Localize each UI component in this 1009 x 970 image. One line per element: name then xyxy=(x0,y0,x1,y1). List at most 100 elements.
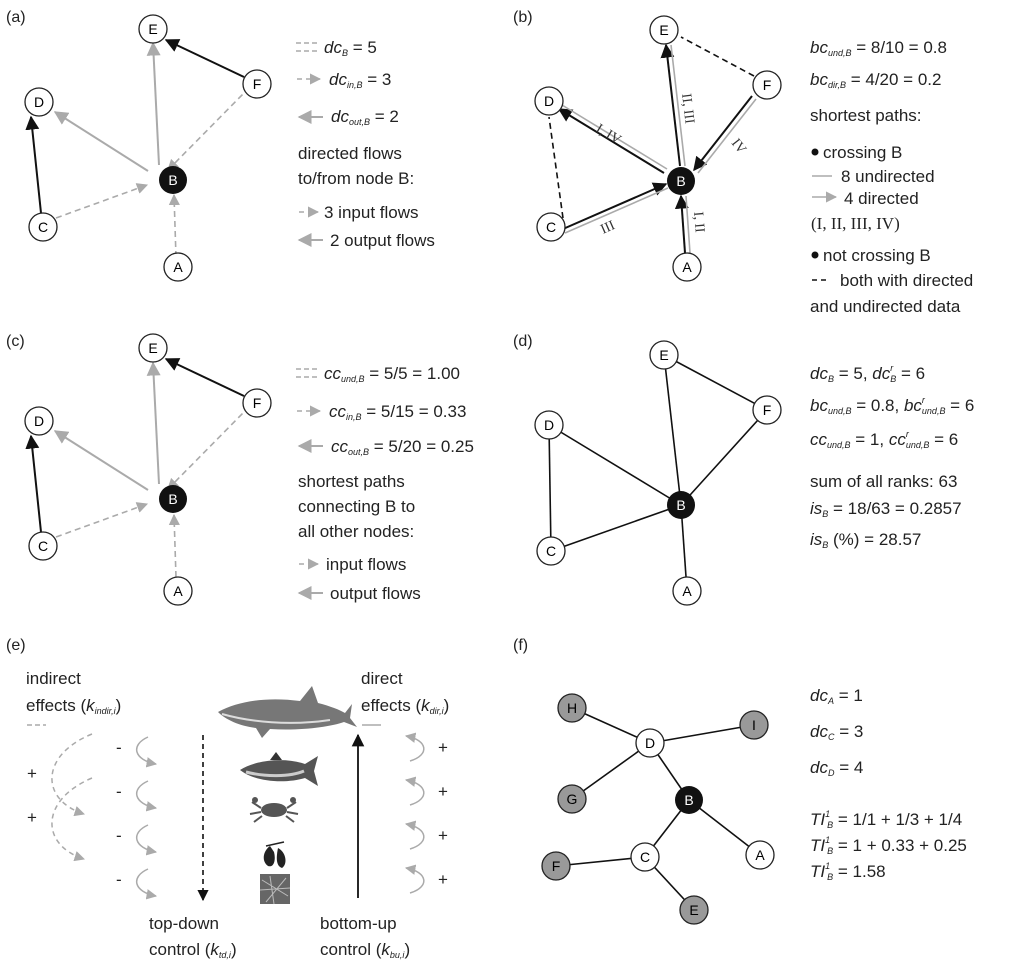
topdown-arrow-3 xyxy=(136,824,158,856)
bullet-crossing xyxy=(811,148,819,156)
bc-und-metric: bcund,B = 8/10 = 0.8 xyxy=(810,38,947,58)
panel-a-caption-1: directed flows xyxy=(298,144,402,163)
node-C: C xyxy=(28,531,58,561)
is-value: isB = 18/63 = 0.2857 xyxy=(810,499,962,519)
node-C: C xyxy=(630,842,660,872)
directed-label: 4 directed xyxy=(844,189,919,208)
svg-text:A: A xyxy=(173,583,183,599)
topdown-label-2: control (ktd,i) xyxy=(149,940,237,960)
svg-text:A: A xyxy=(682,583,692,599)
indirect-effects-label-2: effects (kindir,i) xyxy=(26,696,121,716)
svg-text:E: E xyxy=(148,21,157,37)
svg-text:C: C xyxy=(640,849,650,865)
edge-label-BE: II, III xyxy=(678,93,697,125)
topdown-label-1: top-down xyxy=(149,914,219,933)
edge-A-B xyxy=(168,513,180,578)
direct-effects-label-2: effects (kdir,i) xyxy=(361,696,449,716)
input-flows-label: 3 input flows xyxy=(324,203,419,222)
edge-B-E xyxy=(146,361,161,485)
edge-A-B xyxy=(168,193,180,258)
node-C: C xyxy=(28,212,58,242)
svg-text:A: A xyxy=(173,259,183,275)
svg-text:B: B xyxy=(168,491,177,507)
panel-label-f: (f) xyxy=(513,637,528,654)
node-B: B xyxy=(667,491,695,519)
svg-text:C: C xyxy=(546,543,556,559)
svg-text:F: F xyxy=(763,77,772,93)
bottomup-arrow-1 xyxy=(404,732,425,762)
input-flows-label: input flows xyxy=(326,555,406,574)
bottomup-plus-3: + xyxy=(438,826,448,845)
node-D: D xyxy=(635,728,665,758)
both-label-2: and undirected data xyxy=(810,297,961,316)
bottomup-arrow-4 xyxy=(404,864,425,894)
edge-C-B xyxy=(55,183,149,219)
edge-label-AB: I, II xyxy=(690,211,707,234)
node-F: F xyxy=(242,69,272,99)
edge-B-D-directed xyxy=(557,108,665,174)
edge-C-D-dashed xyxy=(548,116,564,219)
node-E: E xyxy=(649,340,679,370)
crossing-b-label: crossing B xyxy=(823,143,902,162)
node-I: I xyxy=(739,710,769,740)
svg-text:B: B xyxy=(168,172,177,188)
panel-d-graph: E D F B C A xyxy=(534,340,782,606)
phytoplankton-icon xyxy=(259,874,291,905)
dc-b-metric: dcB = 5 xyxy=(324,38,377,58)
both-label-1: both with directed xyxy=(840,271,973,290)
svg-text:A: A xyxy=(755,847,765,863)
panel-c-legend: ccund,B = 5/5 = 1.00 ccin,B = 5/15 = 0.3… xyxy=(296,364,474,603)
node-E: E xyxy=(649,15,679,45)
svg-text:F: F xyxy=(253,395,262,411)
panel-label-d: (d) xyxy=(513,333,533,350)
edge-A-B-undirected xyxy=(685,195,691,254)
node-F: F xyxy=(541,851,571,881)
panel-c-caption-1: shortest paths xyxy=(298,472,405,491)
topdown-minus-4: - xyxy=(116,870,122,889)
node-B: B xyxy=(667,167,695,195)
dc-rank-row: dcB = 5, dcr B = 6 xyxy=(810,363,925,384)
bc-dir-metric: bcdir,B = 4/20 = 0.2 xyxy=(810,70,941,90)
topdown-minus-3: - xyxy=(116,826,122,845)
edge-F-B xyxy=(167,411,245,490)
node-D: D xyxy=(24,87,54,117)
panel-c-caption-2: connecting B to xyxy=(298,497,415,516)
svg-text:C: C xyxy=(38,219,48,235)
edge-F-E xyxy=(164,39,245,78)
edge-C-D xyxy=(25,434,42,533)
panel-label-e: (e) xyxy=(6,637,26,654)
ti-line-2: TI1 B = 1 + 0.33 + 0.25 xyxy=(810,835,967,856)
svg-text:D: D xyxy=(544,93,554,109)
svg-text:H: H xyxy=(567,700,577,716)
node-A: A xyxy=(672,252,702,282)
edge-B-D xyxy=(53,430,149,491)
indirect-arc-1 xyxy=(51,733,93,817)
svg-text:F: F xyxy=(763,402,772,418)
svg-text:E: E xyxy=(689,902,698,918)
crab-icon xyxy=(249,797,299,823)
node-A: A xyxy=(745,840,775,870)
panel-c-graph: E D F B C A xyxy=(24,333,272,606)
svg-text:A: A xyxy=(682,259,692,275)
panel-label-b: (b) xyxy=(513,9,533,26)
edge-F-B-undirected xyxy=(697,98,757,174)
edge-label-BD: I, IV xyxy=(593,122,623,148)
node-B: B xyxy=(159,485,187,513)
bullet-not-crossing xyxy=(811,251,819,259)
edge-F-E xyxy=(164,358,245,397)
edge-B-D-undirected xyxy=(561,104,668,170)
dc-d-value: dcD = 4 xyxy=(810,758,863,778)
svg-text:I: I xyxy=(752,717,756,733)
topdown-arrow-4 xyxy=(136,868,158,900)
indirect-effects-label-1: indirect xyxy=(26,669,81,688)
roman-list: (I, II, III, IV) xyxy=(811,214,900,233)
panel-b-graph: I, IV II, III IV III I, II E D F B C A xyxy=(534,15,782,282)
edge-C-B xyxy=(55,502,149,538)
edge-F-B xyxy=(167,92,245,171)
dc-c-value: dcC = 3 xyxy=(810,722,863,742)
panel-a-caption-2: to/from node B: xyxy=(298,169,414,188)
panel-b-legend: bcund,B = 8/10 = 0.8 bcdir,B = 4/20 = 0.… xyxy=(810,38,973,316)
svg-text:F: F xyxy=(552,858,561,874)
cc-rank-row: ccund,B = 1, ccr und,B = 6 xyxy=(810,429,958,450)
output-flows-label: output flows xyxy=(330,584,421,603)
